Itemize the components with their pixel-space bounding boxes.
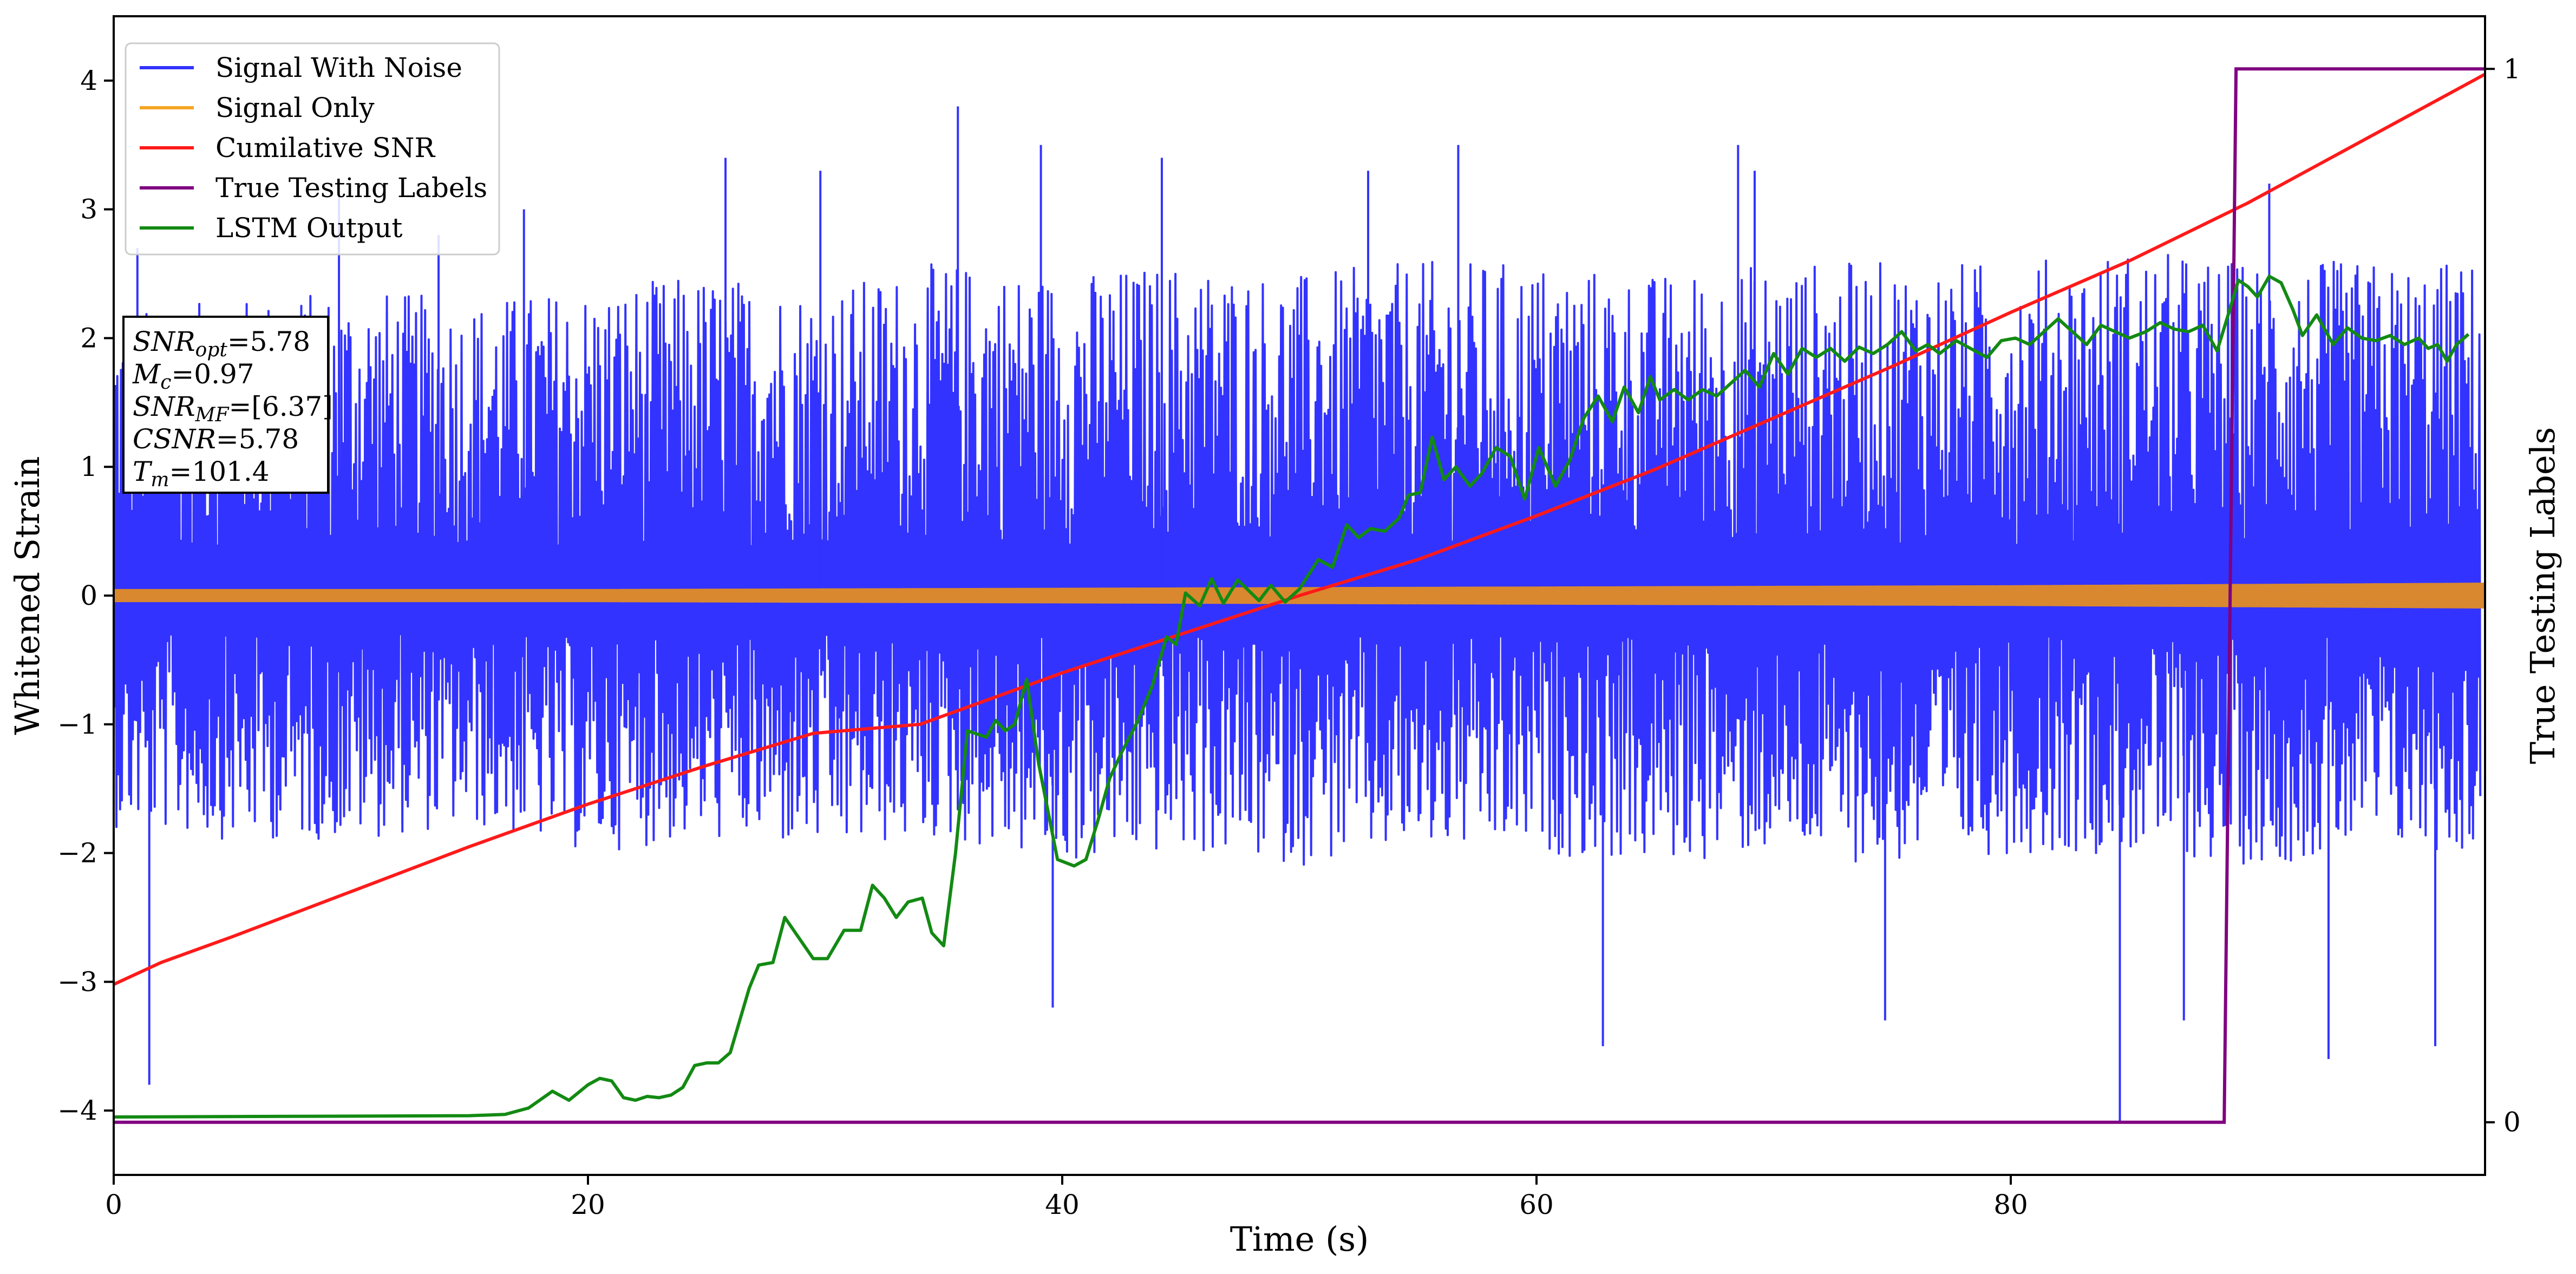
series-signal-with-noise — [114, 254, 2482, 866]
y-tick-label-0: −4 — [57, 1095, 97, 1126]
legend-frame — [125, 42, 500, 256]
y-tick-label-8: 4 — [80, 65, 97, 96]
annotation-subscript-0: opt — [195, 339, 228, 361]
series-true-testing-labels — [114, 67, 2485, 1124]
annotation-line-4: Tm=101.4 — [133, 456, 270, 491]
y-tick-label-4: 0 — [80, 580, 97, 611]
annotation-value-3: =5.78 — [216, 423, 299, 455]
x-tick-label-0: 0 — [105, 1189, 122, 1220]
x-tick-label-1: 20 — [571, 1189, 605, 1220]
x-tick-label-3: 60 — [1519, 1189, 1554, 1220]
annotation-value-0: =5.78 — [227, 326, 310, 357]
y2-tick-label-0: 0 — [2503, 1107, 2521, 1138]
legend-label-0: Signal With Noise — [215, 52, 462, 83]
annotation-symbol-2: SNR — [133, 391, 195, 422]
series-lstm-output — [114, 275, 2470, 1119]
y2-tick-label-1: 1 — [2503, 53, 2521, 84]
legend-label-2: Cumilative SNR — [215, 132, 435, 164]
annotation-line-1: Mc=0.97 — [132, 358, 254, 394]
legend-label-1: Signal Only — [215, 92, 375, 123]
legend-label-4: LSTM Output — [215, 212, 402, 244]
annotation-symbol-3: CSNR — [133, 423, 216, 455]
x-tick-label-4: 80 — [1993, 1189, 2028, 1220]
annotation-frame — [122, 316, 329, 494]
annotation-value-1: =0.97 — [171, 358, 254, 390]
y-tick-label-5: 1 — [80, 451, 97, 482]
annotation-symbol-0: SNR — [133, 326, 195, 357]
y-axis-label: Whitened Strain — [8, 456, 47, 735]
y-tick-label-3: −1 — [57, 709, 97, 740]
x-tick-label-2: 40 — [1045, 1189, 1080, 1220]
y-tick-label-7: 3 — [80, 194, 97, 225]
y2-axis-label: True Testing Labels — [2523, 427, 2562, 765]
y-tick-label-6: 2 — [80, 322, 97, 354]
annotation-line-2: SNRMF=[6.37] — [133, 391, 333, 426]
annotation-value-2: =[6.37] — [229, 391, 333, 422]
annotation-symbol-4: T — [133, 456, 153, 487]
plot-area — [114, 67, 2485, 1124]
annotation-line-0: SNRopt=5.78 — [133, 326, 310, 361]
annotation-subscript-4: m — [151, 469, 169, 491]
annotation-subscript-2: MF — [195, 404, 230, 426]
y-tick-label-2: −2 — [57, 838, 97, 869]
annotation-symbol-1: M — [132, 358, 161, 390]
legend: Signal With Noise Signal Only Cumilative S… — [125, 42, 500, 256]
x-axis-label: Time (s) — [1230, 1219, 1369, 1259]
annotation-line-3: CSNR=5.78 — [133, 423, 299, 455]
series-cumilative-snr — [114, 73, 2485, 986]
annotation-value-4: =101.4 — [169, 456, 270, 487]
y-tick-label-1: −3 — [57, 966, 97, 997]
legend-label-3: True Testing Labels — [215, 172, 487, 204]
annotation-box: SNRopt=5.78Mc=0.97SNRMF=[6.37]CSNR=5.78T… — [122, 316, 333, 494]
annotation-subscript-1: c — [160, 371, 171, 394]
